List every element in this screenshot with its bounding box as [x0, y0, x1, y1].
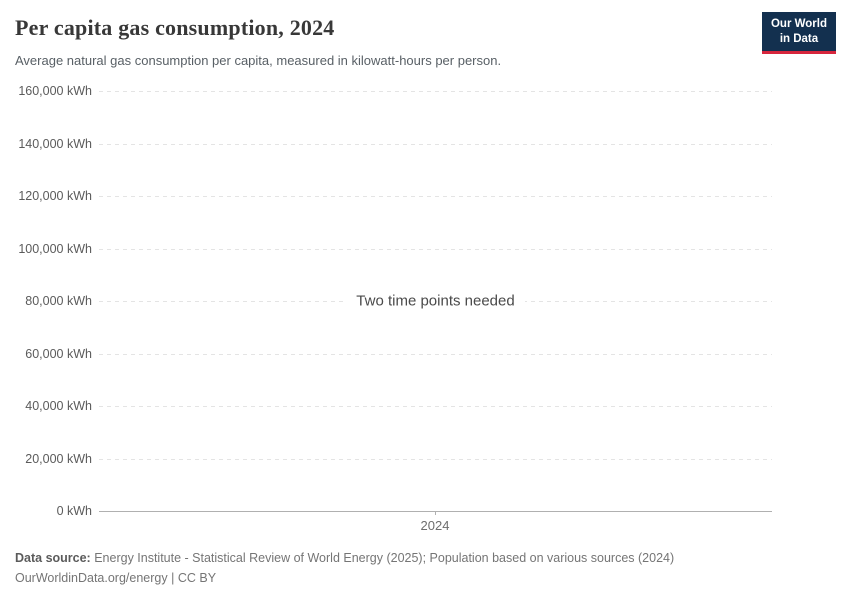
owid-url-link[interactable]: OurWorldinData.org/energy: [15, 571, 168, 585]
empty-state: Two time points needed: [99, 290, 772, 312]
gridline: [99, 143, 772, 145]
y-axis-tick-label: 20,000 kWh: [25, 451, 92, 466]
x-axis-tick-mark: [435, 511, 436, 515]
owid-logo[interactable]: Our World in Data: [761, 12, 836, 54]
owid-logo-line2: in Data: [779, 32, 819, 45]
license-line: OurWorldinData.org/energy | CC BY: [15, 568, 674, 588]
y-axis-tick-label: 0 kWh: [56, 504, 92, 518]
cc-by-link[interactable]: CC BY: [177, 571, 217, 585]
y-axis-tick-label: 140,000 kWh: [18, 136, 92, 151]
chart-subtitle: Average natural gas consumption per capi…: [15, 53, 502, 68]
y-axis-tick-label: 40,000 kWh: [25, 399, 92, 413]
plot-area: 0 kWh 20,000 kWh 40,000 kWh 60,000 kWh 80,00…: [0, 84, 850, 533]
y-axis-tick-label: 160,000 kWh: [18, 84, 92, 98]
owid-logo-line1: Our World: [770, 18, 827, 30]
license-separator: |: [167, 571, 178, 585]
gridline: [99, 196, 772, 197]
chart-title: Per capita gas consumption, 2024: [15, 15, 335, 40]
data-source-line: Data source: Energy Institute - Statisti…: [15, 548, 674, 568]
chart-footer: Data source: Energy Institute - Statisti…: [15, 548, 674, 588]
data-source-label: Data source:: [15, 551, 91, 565]
y-axis-tick-label: 80,000 kWh: [25, 294, 92, 308]
gridline: [99, 458, 772, 460]
gridline: [99, 406, 772, 407]
gridline: [99, 91, 772, 92]
x-axis-tick-label: 2024: [420, 518, 450, 533]
y-axis-tick-label: 100,000 kWh: [18, 241, 92, 256]
gridline: [99, 353, 772, 355]
y-axis-tick-label: 60,000 kWh: [25, 346, 92, 361]
empty-state-message: Two time points needed: [346, 290, 525, 312]
data-source-text: Energy Institute - Statistical Review of…: [90, 551, 675, 565]
gridline: [99, 248, 772, 250]
y-axis-tick-label: 120,000 kWh: [18, 189, 92, 203]
